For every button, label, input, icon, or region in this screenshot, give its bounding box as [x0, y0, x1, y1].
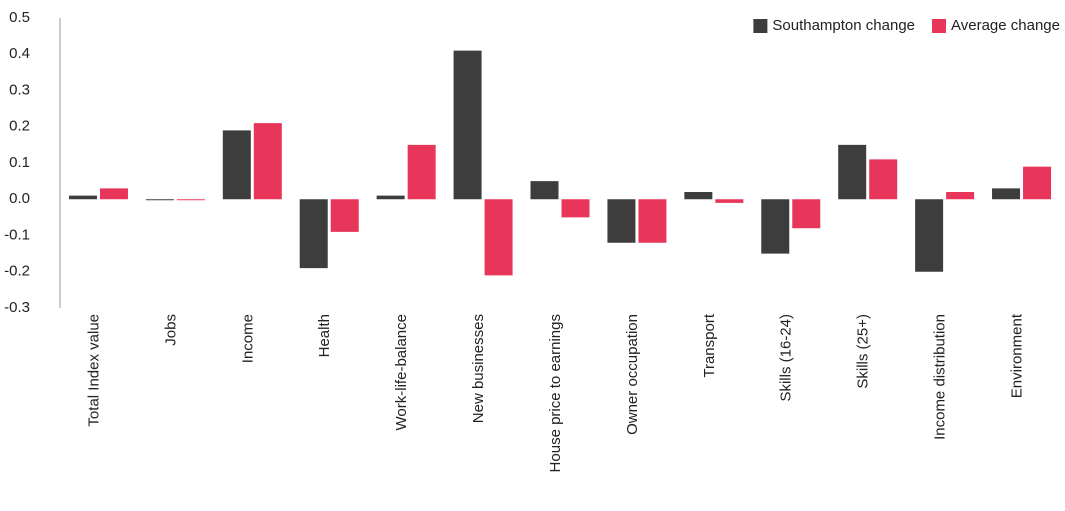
bar [530, 181, 559, 200]
bar [946, 192, 975, 200]
y-tick-label: -0.3 [4, 299, 30, 316]
x-tick-label: Income distribution [932, 314, 949, 440]
x-tick-label: House price to earnings [547, 314, 564, 472]
y-tick-label: 0.3 [9, 81, 30, 98]
x-tick-label: Health [316, 314, 333, 357]
legend-label: Southampton change [772, 17, 915, 34]
bar [1023, 166, 1052, 200]
y-tick-label: 0.1 [9, 154, 30, 171]
bar [561, 199, 590, 218]
x-tick-label: Income [239, 314, 256, 363]
x-tick-label: New businesses [470, 314, 487, 423]
bar [222, 130, 251, 200]
bar [638, 199, 667, 243]
bar [607, 199, 636, 243]
x-tick-label: Owner occupation [624, 314, 641, 435]
bar [715, 199, 744, 203]
bar [761, 199, 790, 254]
y-tick-label: 0.0 [9, 190, 30, 207]
bar [68, 195, 97, 200]
y-tick-label: -0.1 [4, 226, 30, 243]
legend-swatch [932, 19, 947, 33]
bar [330, 199, 359, 232]
x-tick-label: Environment [1009, 313, 1026, 398]
bar [376, 195, 405, 200]
x-tick-label: Work-life-balance [393, 314, 410, 430]
bar [407, 144, 436, 200]
y-tick-label: -0.2 [4, 263, 30, 280]
bar [684, 192, 713, 200]
bar [992, 188, 1021, 200]
y-tick-label: 0.4 [9, 45, 30, 62]
bar [176, 199, 205, 201]
bar [99, 188, 128, 200]
bar [869, 159, 898, 200]
x-tick-label: Jobs [162, 314, 179, 346]
bar [145, 199, 174, 201]
bar [484, 199, 513, 276]
y-tick-label: 0.2 [9, 118, 30, 135]
y-tick-label: 0.5 [9, 9, 30, 26]
bar [792, 199, 821, 229]
bar [253, 123, 282, 200]
x-tick-label: Skills (16-24) [778, 314, 795, 402]
x-tick-label: Total Index value [85, 314, 102, 427]
bar [838, 144, 867, 200]
x-tick-label: Skills (25+) [855, 314, 872, 389]
legend-swatch [753, 19, 768, 33]
x-tick-label: Transport [701, 313, 718, 377]
legend-label: Average change [951, 17, 1060, 34]
bar [299, 199, 328, 269]
bar [915, 199, 944, 272]
bar [453, 50, 482, 200]
